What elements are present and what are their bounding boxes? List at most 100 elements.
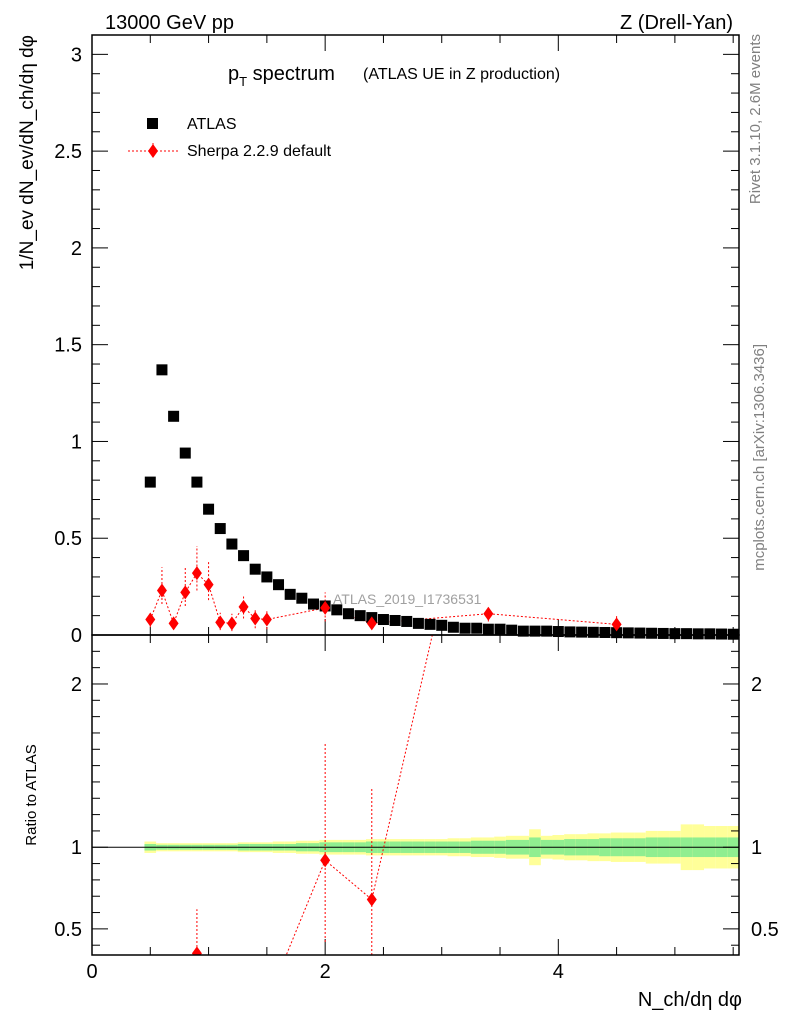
- atlas-point: [529, 625, 541, 637]
- atlas-point: [506, 624, 518, 636]
- atlas-point: [284, 588, 296, 600]
- atlas-point: [179, 447, 191, 459]
- plot-title-note: (ATLAS UE in Z production): [363, 66, 560, 83]
- mcplots-label: mcplots.cern.ch [arXiv:1306.3436]: [751, 344, 768, 571]
- atlas-point: [436, 619, 448, 631]
- atlas-point: [669, 628, 681, 640]
- legend-sherpa-label: Sherpa 2.2.9 default: [187, 143, 332, 160]
- sherpa-point: [156, 583, 167, 598]
- sherpa-point: [145, 612, 156, 627]
- plot-title: pT spectrum: [228, 63, 335, 89]
- atlas-point: [342, 608, 354, 620]
- atlas-point: [389, 614, 401, 626]
- ratio-xtick-label: 2: [320, 961, 331, 983]
- atlas-point: [727, 628, 739, 640]
- atlas-point: [657, 627, 669, 639]
- ratio-ytick-label: 2: [71, 674, 82, 696]
- ratio-ylabel: Ratio to ATLAS: [23, 744, 40, 845]
- sherpa-point: [250, 611, 261, 626]
- sherpa-point: [215, 615, 226, 630]
- ratio-sherpa-point: [366, 892, 377, 907]
- atlas-point: [541, 625, 553, 637]
- ratio-xtick-label: 4: [553, 961, 564, 983]
- atlas-point: [552, 626, 564, 638]
- ratio-sherpa-group: [191, 635, 433, 955]
- main-data-series: [144, 364, 739, 640]
- plot-title-main: p: [228, 63, 239, 85]
- atlas-point: [214, 523, 226, 535]
- atlas-point: [599, 626, 611, 638]
- ratio-xtick-label: 0: [86, 961, 97, 983]
- main-ytick-label: 0.5: [54, 528, 82, 550]
- atlas-point: [191, 476, 203, 488]
- atlas-point: [354, 610, 366, 622]
- atlas-point: [261, 571, 273, 583]
- atlas-point: [494, 623, 506, 635]
- atlas-point: [447, 621, 459, 633]
- sherpa-point: [366, 616, 377, 631]
- legend-sherpa-marker: [148, 144, 158, 158]
- ratio-ticks: 0.5 0.5 1 1 2 2 0 2 4: [54, 635, 779, 983]
- atlas-point: [611, 627, 623, 639]
- legend-atlas-marker: [147, 118, 158, 129]
- ratio-sherpa-point: [191, 946, 202, 955]
- sherpa-point: [203, 577, 214, 592]
- atlas-point: [401, 615, 413, 627]
- ratio-data-series: [191, 635, 433, 955]
- sherpa-point: [261, 612, 272, 627]
- plot-title-sub: T: [239, 74, 247, 89]
- legend-atlas-label: ATLAS: [187, 116, 237, 133]
- sherpa-point: [483, 606, 494, 621]
- ratio-ytick-label: 1: [71, 837, 82, 859]
- atlas-point: [704, 628, 716, 640]
- atlas-point: [576, 626, 588, 638]
- atlas-point: [622, 627, 634, 639]
- sherpa-point: [320, 600, 331, 615]
- atlas-point: [424, 618, 436, 630]
- header-left-label: 13000 GeV pp: [105, 12, 234, 34]
- sherpa-point: [611, 617, 622, 632]
- main-ylabel-text: 1/N_ev dN_ev/dN_ch/dη dφ: [17, 35, 38, 270]
- sherpa-point: [180, 585, 191, 600]
- main-ytick-label: 2.5: [54, 141, 82, 163]
- ratio-frame: [91, 634, 740, 956]
- atlas-point: [482, 623, 494, 635]
- sherpa-point: [168, 616, 179, 631]
- plot-title-rest: spectrum: [247, 63, 335, 85]
- atlas-point: [471, 622, 483, 634]
- analysis-label: ATLAS_2019_I1736531: [333, 591, 482, 607]
- atlas-point: [716, 628, 728, 640]
- atlas-point: [168, 410, 180, 422]
- atlas-point: [646, 627, 658, 639]
- atlas-point: [296, 592, 308, 604]
- atlas-point: [517, 625, 529, 637]
- main-ticks: 0 0.5 1 1.5 2 2.5 3: [54, 35, 739, 647]
- atlas-point: [238, 550, 250, 562]
- atlas-point: [273, 579, 285, 591]
- ratio-xlabel: N_ch/dη dφ: [638, 989, 742, 1011]
- atlas-point: [564, 626, 576, 638]
- main-ytick-label: 0: [71, 625, 82, 647]
- main-ytick-label: 3: [71, 44, 82, 66]
- main-ytick-label: 1: [71, 431, 82, 453]
- atlas-point: [307, 598, 319, 610]
- atlas-point: [412, 617, 424, 629]
- atlas-point: [331, 604, 343, 616]
- atlas-point: [144, 476, 156, 488]
- atlas-point: [226, 538, 238, 550]
- ratio-ytick-label: 0.5: [54, 919, 82, 941]
- atlas-point: [377, 614, 389, 626]
- atlas-point: [587, 626, 599, 638]
- atlas-point: [692, 628, 704, 640]
- sherpa-point: [238, 599, 249, 614]
- atlas-point: [681, 628, 693, 640]
- ratio-panel: 0.5 0.5 1 1 2 2 0 2 4 Ratio to ATLAS N_ch/dη dφ: [23, 634, 779, 1011]
- main-ytick-label: 2: [71, 238, 82, 260]
- atlas-point: [459, 622, 471, 634]
- header-right-label: Z (Drell-Yan): [620, 12, 733, 34]
- ratio-ytick-label-right: 0.5: [751, 919, 779, 941]
- ratio-ytick-label-right: 1: [751, 837, 762, 859]
- sherpa-point: [226, 616, 237, 631]
- ratio-sherpa-line: [285, 635, 433, 955]
